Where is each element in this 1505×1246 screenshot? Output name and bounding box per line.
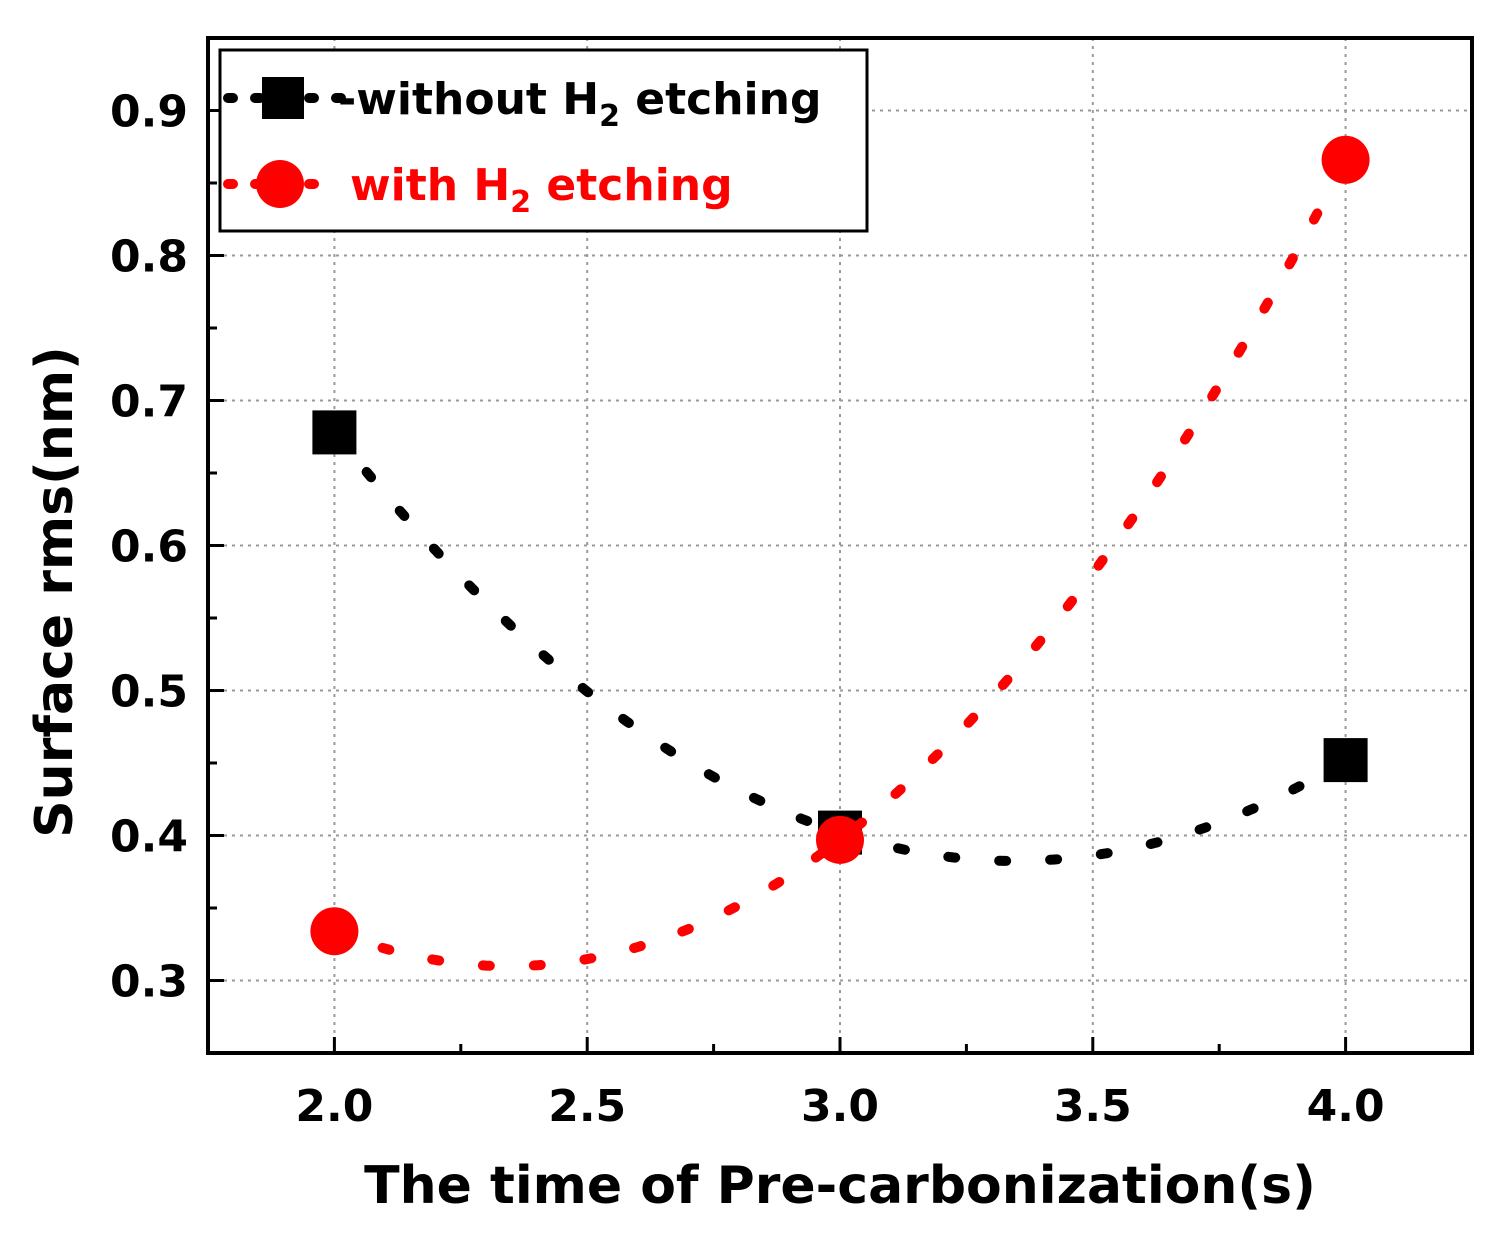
legend-box [218, 48, 869, 233]
y-tick-label: 0.7 [110, 377, 188, 428]
legend-label-without: -without H2 etching [338, 74, 821, 134]
legend-circle-marker [256, 160, 304, 208]
y-axis-title: Surface rms(nm) [25, 346, 85, 838]
x-tick-label: 2.5 [548, 1081, 626, 1132]
legend-label-with-prefix: with H [350, 160, 510, 211]
y-tick-label: 0.8 [110, 232, 188, 283]
legend-label-with-suffix: etching [531, 160, 733, 211]
legend-item-without: -without H2 etching [223, 74, 821, 134]
y-tick-label: 0.9 [110, 87, 188, 138]
legend-label-without-subscript: 2 [599, 99, 620, 134]
legend-square-marker [262, 77, 304, 119]
legend-label-with-subscript: 2 [510, 185, 531, 220]
legend-label-without-prefix: -without H [338, 74, 599, 125]
data-point-circle [816, 815, 864, 864]
series-line-without [329, 427, 1351, 867]
y-tick-label: 0.5 [110, 667, 188, 718]
x-tick-label: 2.0 [295, 1081, 373, 1132]
x-tick-label: 3.5 [1054, 1081, 1132, 1132]
x-tick-label: 3.0 [801, 1081, 879, 1132]
data-point-circle [310, 907, 359, 956]
y-tick-label: 0.3 [110, 957, 188, 1008]
data-point-square [1323, 738, 1368, 783]
legend-item-with: with H2 etching [223, 160, 733, 220]
ticks: 2.0 2.5 3.0 3.5 4.0 0.3 0.4 0.5 0.6 0.7 0.8 0.9 [110, 36, 1385, 1132]
data-point-square [312, 410, 357, 455]
legend-label-with: with H2 etching [350, 160, 733, 220]
x-tick-label: 4.0 [1307, 1081, 1385, 1132]
legend-label-without-suffix: etching [620, 74, 822, 125]
data-point-circle [1321, 135, 1370, 184]
y-tick-label: 0.6 [110, 522, 188, 573]
legend: -without H2 etching with H2 etching [218, 48, 869, 233]
x-axis-title: The time of Pre-carbonization(s) [364, 1156, 1316, 1216]
series-layer [310, 135, 1370, 972]
y-tick-label: 0.4 [110, 812, 188, 863]
